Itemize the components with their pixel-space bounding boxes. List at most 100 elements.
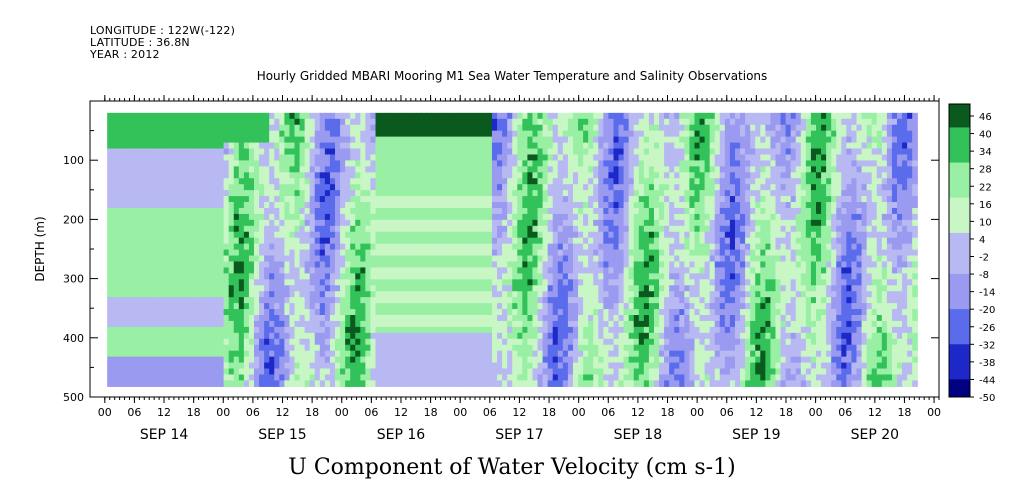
heat-cell — [284, 315, 291, 322]
heat-cell — [142, 279, 149, 286]
heat-cell — [466, 303, 473, 310]
heat-cell — [598, 207, 604, 215]
heat-cell — [578, 297, 584, 304]
heat-cell — [107, 172, 113, 179]
heat-cell — [512, 303, 518, 310]
heat-cell — [117, 237, 123, 245]
heat-cell — [593, 237, 599, 245]
heat-cell — [512, 332, 518, 340]
heat-cell — [593, 255, 599, 263]
heat-cell — [547, 350, 554, 358]
heat-cell — [324, 380, 331, 387]
heat-cell — [643, 237, 650, 245]
heat-cell — [476, 202, 483, 209]
heat-cell — [314, 207, 321, 215]
heat-cell — [572, 142, 579, 150]
heat-cell — [598, 338, 604, 346]
heat-cell — [259, 243, 265, 251]
heat-cell — [502, 213, 508, 221]
heat-cell — [618, 380, 625, 387]
heat-cell — [319, 303, 326, 310]
heat-cell — [228, 362, 235, 370]
heat-cell — [132, 213, 139, 221]
heat-cell — [623, 350, 630, 358]
heat-cell — [405, 356, 412, 364]
heat-cell — [603, 237, 610, 245]
heat-cell — [572, 190, 579, 197]
heat-cell — [476, 338, 483, 346]
heat-cell — [243, 213, 250, 221]
heat-cell — [390, 291, 397, 298]
heat-cell — [340, 166, 346, 173]
heat-cell — [623, 255, 630, 263]
heat-cell — [157, 350, 164, 358]
heat-cell — [147, 231, 154, 239]
heat-cell — [441, 130, 447, 138]
heat-cell — [173, 303, 179, 310]
heat-cell — [623, 184, 630, 191]
heat-cell — [562, 332, 569, 340]
heat-cell — [365, 255, 372, 263]
heat-cell — [421, 154, 427, 162]
heat-cell — [112, 315, 118, 322]
heat-cell — [324, 249, 331, 257]
heat-cell — [228, 279, 235, 286]
heat-cell — [264, 130, 270, 138]
heat-cell — [355, 172, 361, 179]
heat-cell — [259, 309, 265, 316]
heat-cell — [446, 237, 453, 245]
heat-cell — [157, 338, 164, 346]
heat-cell — [593, 202, 599, 209]
heat-cell — [228, 297, 235, 304]
heat-cell — [537, 219, 544, 227]
heat-cell — [365, 124, 372, 132]
heat-cell — [340, 332, 346, 340]
heat-cell — [132, 160, 139, 167]
heat-cell — [653, 196, 660, 203]
heat-cell — [486, 225, 493, 233]
heat-cell — [648, 225, 655, 233]
heat-cell — [431, 190, 437, 197]
heat-cell — [436, 237, 442, 245]
heat-cell — [446, 219, 453, 227]
heat-cell — [279, 237, 285, 245]
heat-cell — [486, 196, 493, 203]
heat-cell — [289, 166, 296, 173]
heat-cell — [122, 279, 129, 286]
heat-cell — [400, 374, 407, 381]
heat-cell — [421, 213, 427, 221]
heat-cell — [400, 207, 407, 215]
heat-cell — [350, 291, 356, 298]
heat-cell — [466, 380, 473, 387]
heat-cell — [532, 207, 539, 215]
heat-cell — [269, 142, 275, 150]
heat-cell — [532, 130, 539, 138]
heat-cell — [547, 154, 554, 162]
heat-cell — [522, 380, 528, 387]
heat-cell — [162, 326, 169, 334]
heat-cell — [390, 374, 397, 381]
heat-cell — [502, 332, 508, 340]
heat-cell — [345, 356, 351, 364]
heat-cell — [532, 166, 539, 173]
heat-cell — [380, 130, 387, 138]
heat-cell — [461, 309, 468, 316]
heat-cell — [208, 320, 215, 328]
heat-cell — [203, 148, 210, 156]
heat-cell — [142, 261, 149, 269]
heat-cell — [608, 309, 615, 316]
heat-cell — [497, 315, 503, 322]
heat-cell — [254, 202, 260, 209]
heat-cell — [441, 160, 447, 167]
heat-cell — [304, 219, 311, 227]
heat-cell — [264, 148, 270, 156]
heat-cell — [547, 148, 554, 156]
heat-cell — [122, 202, 129, 209]
heat-cell — [390, 320, 397, 328]
heat-cell — [456, 124, 463, 132]
heat-cell — [299, 356, 306, 364]
heat-cell — [284, 243, 291, 251]
heat-cell — [299, 315, 306, 322]
heat-cell — [486, 380, 493, 387]
heat-cell — [395, 166, 402, 173]
